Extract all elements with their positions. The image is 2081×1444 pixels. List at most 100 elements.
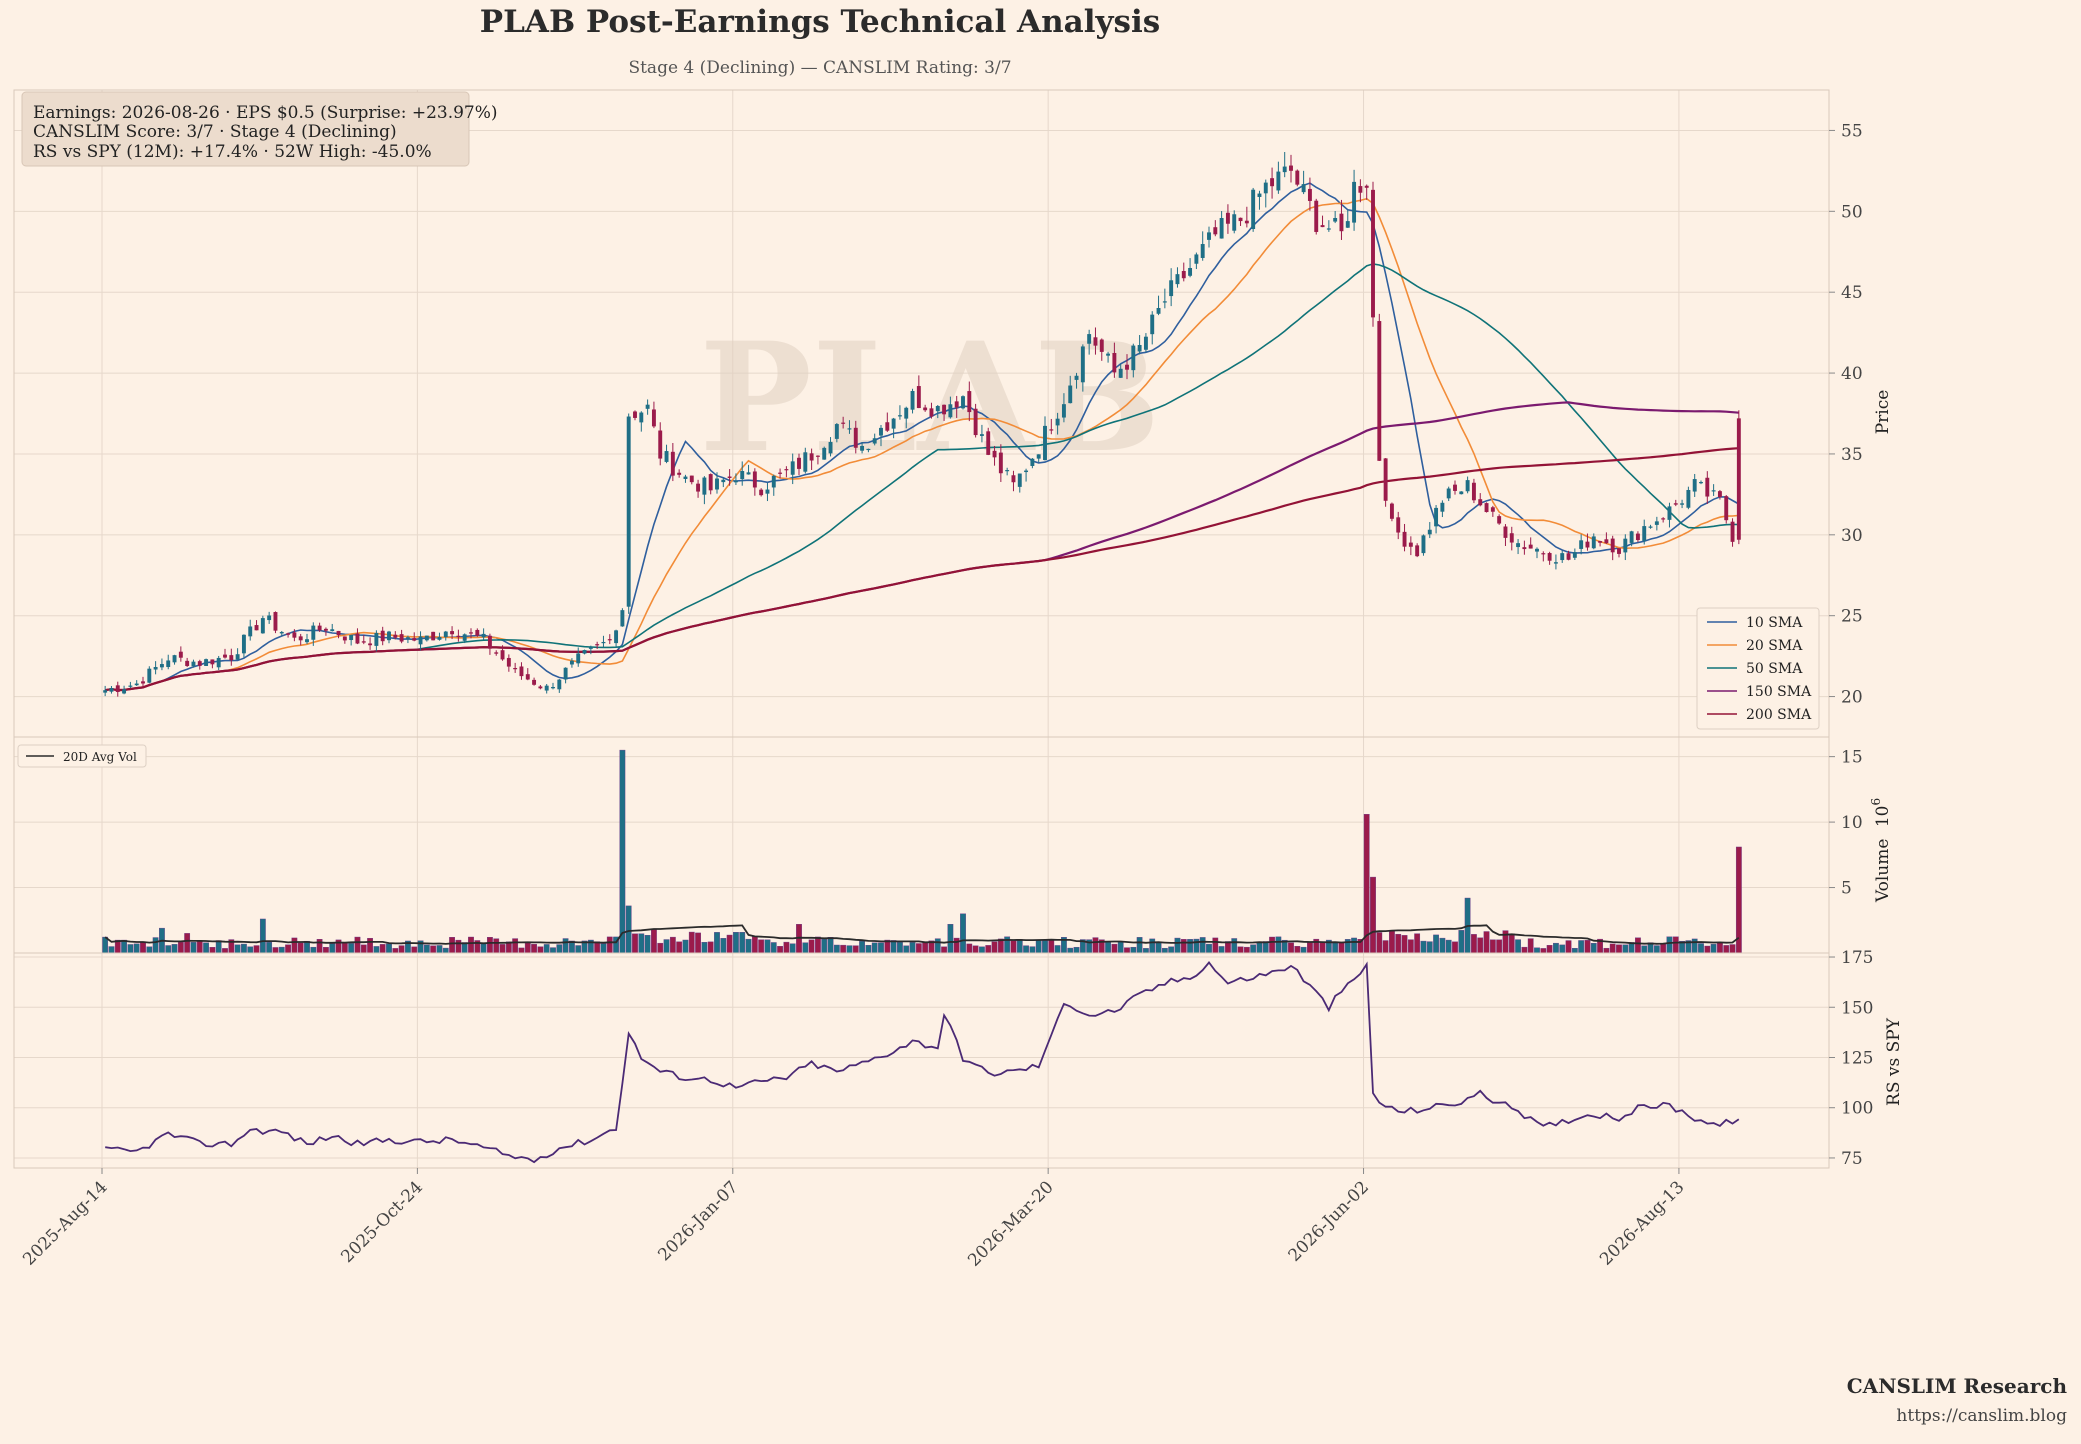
- candle: [771, 474, 776, 496]
- rs-tick-label: 100: [1841, 1099, 1873, 1119]
- candle: [513, 662, 518, 673]
- candle-body: [1661, 518, 1666, 520]
- volume-bar: [840, 944, 847, 954]
- candle: [450, 626, 455, 640]
- candle: [1680, 499, 1685, 509]
- candle-body: [1358, 186, 1363, 193]
- candle: [1061, 393, 1066, 423]
- candle: [1692, 473, 1697, 497]
- volume-bar: [423, 944, 430, 954]
- candle: [633, 410, 637, 421]
- candle-body: [588, 646, 593, 649]
- candle-body: [1207, 232, 1211, 240]
- candle-body: [1125, 364, 1129, 370]
- volume-bar: [1231, 938, 1238, 954]
- volume-bar: [1256, 942, 1263, 954]
- candle-body: [1396, 517, 1401, 533]
- volume-bar: [720, 938, 727, 954]
- volume-bar: [278, 946, 285, 954]
- candle: [1453, 480, 1457, 495]
- candle-body: [1509, 533, 1514, 543]
- candle: [759, 488, 764, 497]
- price-tick-label: 20: [1841, 688, 1863, 708]
- volume-bar: [1149, 938, 1156, 954]
- candle: [765, 482, 770, 502]
- candle: [374, 630, 379, 652]
- candle-body: [923, 407, 928, 411]
- volume-bar: [1174, 937, 1181, 954]
- volume-bar: [1035, 940, 1042, 954]
- candle: [1604, 532, 1609, 544]
- candle-body: [1503, 526, 1508, 538]
- candle: [1497, 514, 1502, 525]
- price-tick-label: 50: [1841, 202, 1863, 222]
- candle-body: [305, 639, 309, 643]
- volume-bar: [1143, 948, 1149, 954]
- volume-bar: [247, 946, 254, 954]
- volume-bar: [1571, 947, 1578, 954]
- volume-bar: [764, 939, 771, 954]
- candle: [1143, 333, 1148, 353]
- candle-body: [197, 661, 202, 666]
- candle: [336, 630, 341, 639]
- candle: [942, 404, 947, 421]
- candle-body: [323, 628, 328, 631]
- candle-body: [1566, 553, 1571, 560]
- candle: [418, 631, 423, 651]
- candle: [1150, 311, 1155, 345]
- candle: [1427, 522, 1432, 539]
- candle: [1629, 530, 1634, 547]
- candle-body: [166, 660, 171, 668]
- candle-body: [1080, 346, 1085, 383]
- candle-body: [834, 424, 839, 439]
- candle: [1478, 493, 1483, 507]
- volume-axis-label-text: Volume: [1873, 839, 1893, 904]
- volume-bar: [638, 933, 645, 954]
- volume-bar: [808, 939, 815, 954]
- candle: [469, 628, 473, 639]
- candle: [948, 396, 953, 419]
- volume-bar: [1376, 932, 1383, 954]
- candle-body: [910, 390, 915, 410]
- candle-body: [185, 660, 190, 666]
- candle-body: [273, 612, 278, 631]
- candle-body: [1465, 480, 1470, 492]
- volume-bar: [1420, 940, 1427, 954]
- volume-bar: [1243, 946, 1250, 954]
- rs-tick-label: 175: [1841, 948, 1873, 968]
- volume-bar: [600, 943, 607, 954]
- volume-bar: [960, 913, 966, 954]
- candle-body: [1017, 473, 1022, 487]
- candle-body: [759, 489, 764, 496]
- candle: [1244, 206, 1249, 228]
- candle: [992, 445, 997, 466]
- candle: [1440, 500, 1445, 518]
- volume-bar: [379, 944, 386, 954]
- candle-body: [1535, 548, 1539, 552]
- candle-body: [582, 650, 587, 654]
- candle-body: [1055, 418, 1060, 426]
- candle-body: [683, 476, 688, 479]
- candle-body: [1560, 553, 1565, 561]
- candle: [1030, 458, 1035, 469]
- volume-bar: [682, 939, 689, 954]
- candle-body: [1453, 484, 1457, 491]
- volume-bar: [1527, 938, 1534, 954]
- candle-body: [1371, 189, 1375, 318]
- candle: [197, 659, 202, 670]
- legend-sma50: 50 SMA: [1746, 661, 1803, 677]
- candle-body: [1169, 280, 1174, 297]
- candle: [677, 469, 682, 478]
- candle-body: [1307, 188, 1312, 201]
- candle-body: [1137, 344, 1142, 352]
- candle: [380, 626, 385, 646]
- candle: [424, 635, 429, 642]
- candle-body: [412, 638, 417, 641]
- candle-body: [658, 430, 663, 459]
- candle-body: [1579, 540, 1584, 549]
- volume-bar: [1250, 944, 1257, 954]
- volume-bar: [676, 941, 683, 954]
- price-tick-label: 30: [1841, 526, 1863, 546]
- candle: [1289, 154, 1293, 183]
